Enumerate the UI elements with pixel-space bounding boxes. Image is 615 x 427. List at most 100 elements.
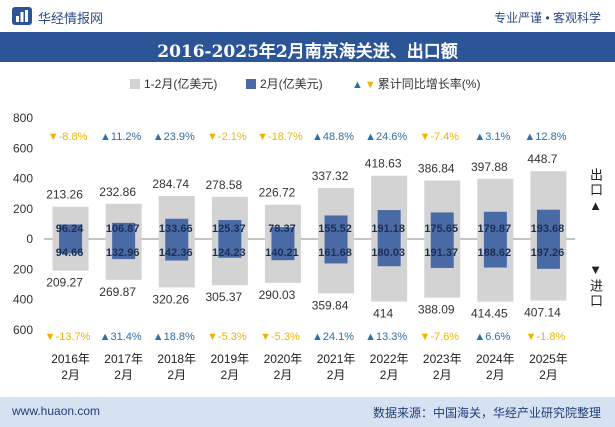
import-feb-bar xyxy=(59,239,83,254)
export-feb-label: 175.65 xyxy=(424,223,458,235)
slogan: 专业严谨 • 客观科学 xyxy=(494,11,601,25)
y-tick-label: 200 xyxy=(13,262,33,276)
legend: 1-2月(亿美元) 2月(亿美元) ▲ ▼ 累计同比增长率(%) xyxy=(0,75,615,95)
import-jan-feb-label: 414.45 xyxy=(471,307,508,321)
import-feb-label: 180.03 xyxy=(371,247,405,259)
export-side-arrow-icon: ▲ xyxy=(588,198,603,215)
export-yoy-label: ▲11.2% xyxy=(100,131,141,143)
export-feb-bar xyxy=(430,212,454,239)
import-feb-bar xyxy=(536,239,560,269)
export-yoy-label: ▲3.1% xyxy=(474,131,510,143)
export-feb-label: 106.87 xyxy=(106,223,140,235)
x-tick-label-line: 2018年 xyxy=(157,352,196,366)
import-feb-bar xyxy=(430,239,454,268)
legend-label-yoy: 累计同比增长率(%) xyxy=(377,77,481,91)
legend-up-triangle-icon: ▲ xyxy=(352,79,363,91)
export-yoy-label: ▼-8.8% xyxy=(48,131,88,143)
export-jan-feb-label: 226.72 xyxy=(259,186,296,200)
x-tick-label-line: 2月 xyxy=(61,368,80,382)
x-tick-label-line: 2020年 xyxy=(264,352,303,366)
export-jan-feb-label: 386.84 xyxy=(418,161,455,175)
import-feb-label: 142.36 xyxy=(159,247,193,259)
export-feb-label: 179.87 xyxy=(478,223,512,235)
export-yoy-label: ▼-2.1% xyxy=(207,131,247,143)
legend-label-feb: 2月(亿美元) xyxy=(260,77,323,91)
export-yoy-label: ▲48.8% xyxy=(312,131,354,143)
import-jan-feb-label: 305.37 xyxy=(205,290,242,304)
import-yoy-label: ▼-5.3% xyxy=(207,331,247,343)
import-feb-label: 140.21 xyxy=(265,247,299,259)
import-jan-feb-label: 407.14 xyxy=(524,306,561,320)
import-yoy-label: ▲13.3% xyxy=(365,331,407,343)
chart-plot: 800 600 400 200 0 200 400 600 213.26 209.27 96.24 9… xyxy=(13,111,575,382)
export-feb-bar xyxy=(483,211,507,239)
x-tick-label-line: 2月 xyxy=(274,368,293,382)
import-yoy-label: ▲6.6% xyxy=(474,331,510,343)
x-tick-label: 2024年 2月 xyxy=(476,352,515,382)
footer-url: www.huaon.com xyxy=(12,404,101,418)
export-jan-feb-label: 448.7 xyxy=(527,152,557,166)
x-tick-label-line: 2024年 xyxy=(476,352,515,366)
export-jan-feb-label: 213.26 xyxy=(46,188,83,202)
import-side-arrow-icon: ▼ xyxy=(588,262,603,279)
import-yoy-label: ▲18.8% xyxy=(153,331,195,343)
import-feb-bar xyxy=(112,239,136,260)
x-tick-label-line: 2月 xyxy=(221,368,240,382)
export-jan-feb-label: 397.88 xyxy=(471,160,508,174)
x-tick-label-line: 2月 xyxy=(539,368,558,382)
y-tick-label: 800 xyxy=(13,111,33,125)
export-feb-label: 133.66 xyxy=(159,223,193,235)
import-jan-feb-label: 359.84 xyxy=(312,298,349,312)
export-feb-bar xyxy=(165,218,189,239)
x-tick-label: 2017年 2月 xyxy=(104,352,143,382)
y-tick-label: 600 xyxy=(13,141,33,155)
legend-item-jan-feb: 1-2月(亿美元) xyxy=(130,75,217,92)
top-bar: 华经情报网 专业严谨 • 客观科学 xyxy=(0,0,615,32)
legend-down-triangle-icon: ▼ xyxy=(364,79,376,91)
x-tick-label-line: 2月 xyxy=(433,368,452,382)
export-feb-bar xyxy=(271,227,295,239)
legend-label-jan-feb: 1-2月(亿美元) xyxy=(144,77,218,91)
export-jan-feb-label: 232.86 xyxy=(99,185,136,199)
import-feb-label: 94.66 xyxy=(56,247,84,259)
export-yoy-label: ▲12.8% xyxy=(524,131,566,143)
x-tick-label: 2020年 2月 xyxy=(264,352,303,382)
footer-bar: www.huaon.com 数据来源：中国海关，华经产业研究院整理 xyxy=(0,397,615,427)
x-tick-label-line: 2月 xyxy=(380,368,399,382)
import-yoy-label: ▲24.1% xyxy=(312,331,354,343)
export-feb-label: 193.68 xyxy=(531,223,565,235)
export-yoy-label: ▼-18.7% xyxy=(257,131,303,143)
y-tick-label: 0 xyxy=(26,232,33,246)
x-tick-label: 2022年 2月 xyxy=(370,352,409,382)
import-feb-bar xyxy=(218,239,242,258)
export-yoy-label: ▲23.9% xyxy=(153,131,195,143)
import-feb-bar xyxy=(377,239,401,267)
export-jan-feb-label: 337.32 xyxy=(312,169,349,183)
import-yoy-label: ▼-13.7% xyxy=(45,331,91,343)
import-feb-bar xyxy=(324,239,348,264)
y-tick-label: 600 xyxy=(13,323,33,337)
x-tick-label-line: 2月 xyxy=(114,368,133,382)
y-tick-label: 400 xyxy=(13,172,33,186)
y-tick-label: 200 xyxy=(13,202,33,216)
export-feb-bar xyxy=(324,215,348,239)
huajing-logo-icon xyxy=(12,7,32,25)
import-jan-feb-label: 320.26 xyxy=(152,292,189,306)
x-tick-label-line: 2023年 xyxy=(423,352,462,366)
legend-swatch-jan-feb xyxy=(130,79,140,89)
import-side-text: 进口 xyxy=(588,279,603,309)
x-tick-label: 2025年 2月 xyxy=(529,352,568,382)
export-feb-label: 125.37 xyxy=(212,223,246,235)
import-feb-label: 161.68 xyxy=(318,247,352,259)
import-feb-label: 191.37 xyxy=(424,247,458,259)
y-tick-label: 400 xyxy=(13,293,33,307)
import-jan-feb-label: 414 xyxy=(373,307,393,321)
chart-title: 2016-2025年2月南京海关进、出口额 xyxy=(157,42,458,62)
export-feb-label: 191.18 xyxy=(371,223,405,235)
x-tick-label: 2021年 2月 xyxy=(317,352,356,382)
x-tick-label-line: 2月 xyxy=(486,368,505,382)
x-tick-label-line: 2019年 xyxy=(210,352,249,366)
x-tick-label-line: 2025年 xyxy=(529,352,568,366)
import-jan-feb-label: 209.27 xyxy=(46,276,83,290)
import-jan-feb-label: 269.87 xyxy=(99,285,136,299)
